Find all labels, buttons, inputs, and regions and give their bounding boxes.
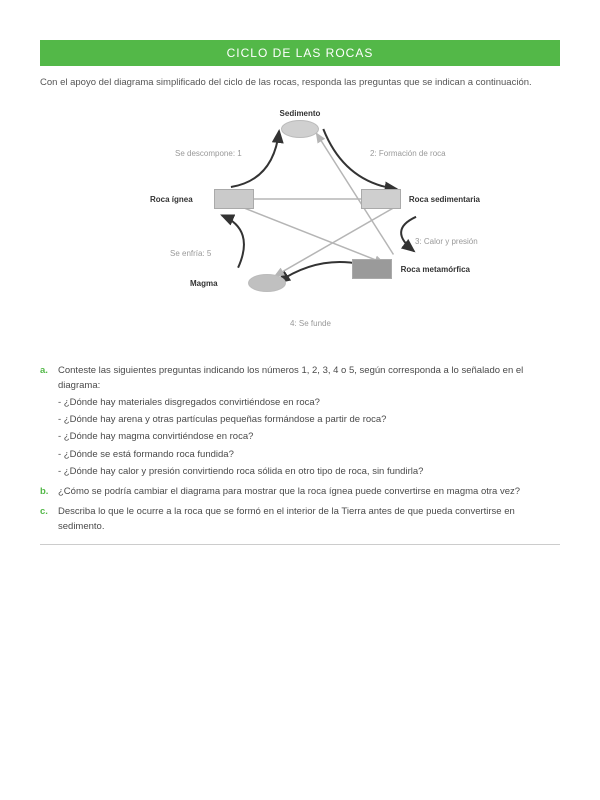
node-roca_ignea: Roca ígnea (150, 187, 270, 211)
edge-label: Se enfría: 5 (170, 249, 211, 258)
question-sub: - ¿Dónde hay materiales disgregados conv… (58, 396, 560, 410)
node-roca_sedimentaria: Roca sedimentaria (360, 187, 480, 211)
question-text: Describa lo que le ocurre a la roca que … (58, 505, 560, 534)
sediment-icon (281, 120, 319, 138)
node-label: Roca ígnea (150, 195, 193, 204)
question-letter: a. (40, 364, 58, 479)
edge-label: Se descompone: 1 (175, 149, 242, 158)
node-roca_metamorfica: Roca metamórfica (350, 257, 470, 281)
edge-label: 2: Formación de roca (370, 149, 446, 158)
question-text: Conteste las siguientes preguntas indica… (58, 364, 560, 393)
sediment-icon (248, 274, 286, 292)
question-text: ¿Cómo se podría cambiar el diagrama para… (58, 485, 560, 499)
intro-text: Con el apoyo del diagrama simplificado d… (40, 76, 560, 89)
node-magma: Magma (190, 272, 310, 294)
edge-label: 3: Calor y presión (415, 237, 478, 246)
rock-icon (361, 189, 401, 209)
node-label: Magma (190, 279, 218, 288)
question-letter: b. (40, 485, 58, 499)
node-label: Roca sedimentaria (409, 195, 480, 204)
question-sub: - ¿Dónde hay calor y presión convirtiend… (58, 465, 560, 479)
question-body: Describa lo que le ocurre a la roca que … (58, 505, 560, 534)
question-sub: - ¿Dónde se está formando roca fundida? (58, 448, 560, 462)
questions-block: a.Conteste las siguientes preguntas indi… (40, 364, 560, 534)
question-row: c.Describa lo que le ocurre a la roca qu… (40, 505, 560, 534)
rock-cycle-diagram: Sedimento Roca sedimentaria Roca metamórfi… (120, 109, 480, 339)
question-sub: - ¿Dónde hay magma convirtiéndose en roc… (58, 430, 560, 444)
bottom-rule (40, 544, 560, 545)
question-row: a.Conteste las siguientes preguntas indi… (40, 364, 560, 479)
question-letter: c. (40, 505, 58, 534)
node-label: Sedimento (260, 109, 340, 118)
rock-icon (352, 259, 392, 279)
question-row: b.¿Cómo se podría cambiar el diagrama pa… (40, 485, 560, 499)
rock-icon (214, 189, 254, 209)
page-title: CICLO DE LAS ROCAS (227, 46, 374, 60)
page-title-bar: CICLO DE LAS ROCAS (40, 40, 560, 66)
diagram-arrows (120, 109, 480, 339)
edge-label: 4: Se funde (290, 319, 331, 328)
node-label: Roca metamórfica (401, 265, 470, 274)
question-body: Conteste las siguientes preguntas indica… (58, 364, 560, 479)
node-sedimento: Sedimento (260, 109, 340, 140)
question-sub: - ¿Dónde hay arena y otras partículas pe… (58, 413, 560, 427)
diagram-container: Sedimento Roca sedimentaria Roca metamórfi… (40, 109, 560, 339)
question-body: ¿Cómo se podría cambiar el diagrama para… (58, 485, 560, 499)
